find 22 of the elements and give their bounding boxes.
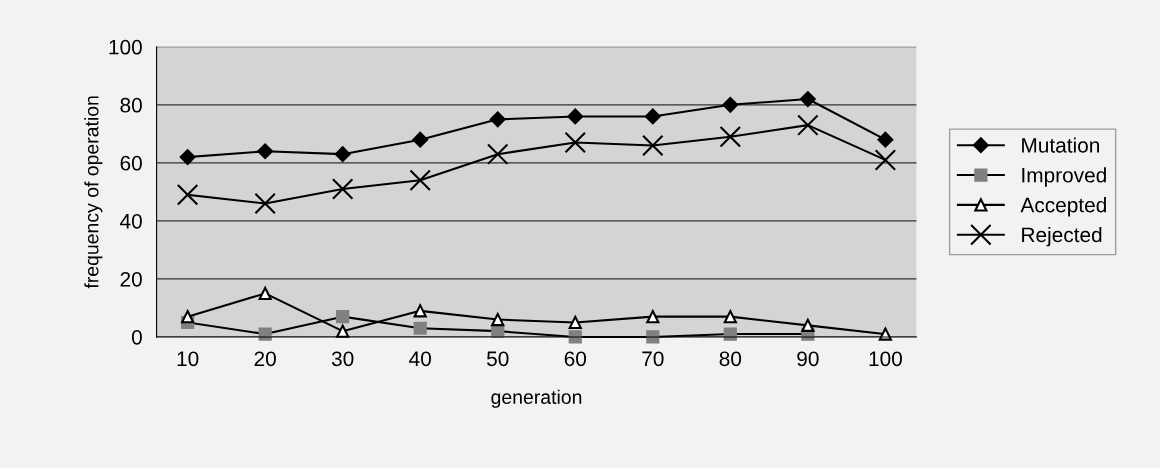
y-tick-label: 20 bbox=[120, 271, 142, 287]
x-tick-label: 40 bbox=[409, 351, 431, 367]
x-tick-label: 60 bbox=[564, 351, 587, 367]
legend-label: Improved bbox=[1022, 167, 1106, 187]
x-tick-label: 80 bbox=[719, 351, 742, 367]
x-tick-label: 100 bbox=[869, 351, 902, 367]
x-tick-label: 50 bbox=[486, 351, 509, 367]
x-tick-label: 20 bbox=[254, 351, 276, 367]
legend-label: Rejected bbox=[1022, 226, 1102, 247]
x-tick-label: 30 bbox=[331, 351, 354, 367]
y-tick-label: 60 bbox=[120, 155, 142, 171]
x-axis-title: generation bbox=[491, 389, 582, 408]
y-tick-label: 0 bbox=[131, 329, 142, 345]
y-tick-label: 100 bbox=[109, 39, 142, 55]
legend-label: Mutation bbox=[1022, 137, 1099, 153]
x-tick-label: 70 bbox=[642, 351, 664, 367]
y-axis-title: frequency of operation bbox=[84, 96, 103, 289]
x-tick-label: 90 bbox=[797, 351, 819, 367]
legend-label: Accepted bbox=[1020, 197, 1106, 217]
y-tick-label: 80 bbox=[120, 97, 142, 113]
x-tick-label: 10 bbox=[177, 351, 199, 367]
y-tick-label: 40 bbox=[120, 213, 142, 229]
